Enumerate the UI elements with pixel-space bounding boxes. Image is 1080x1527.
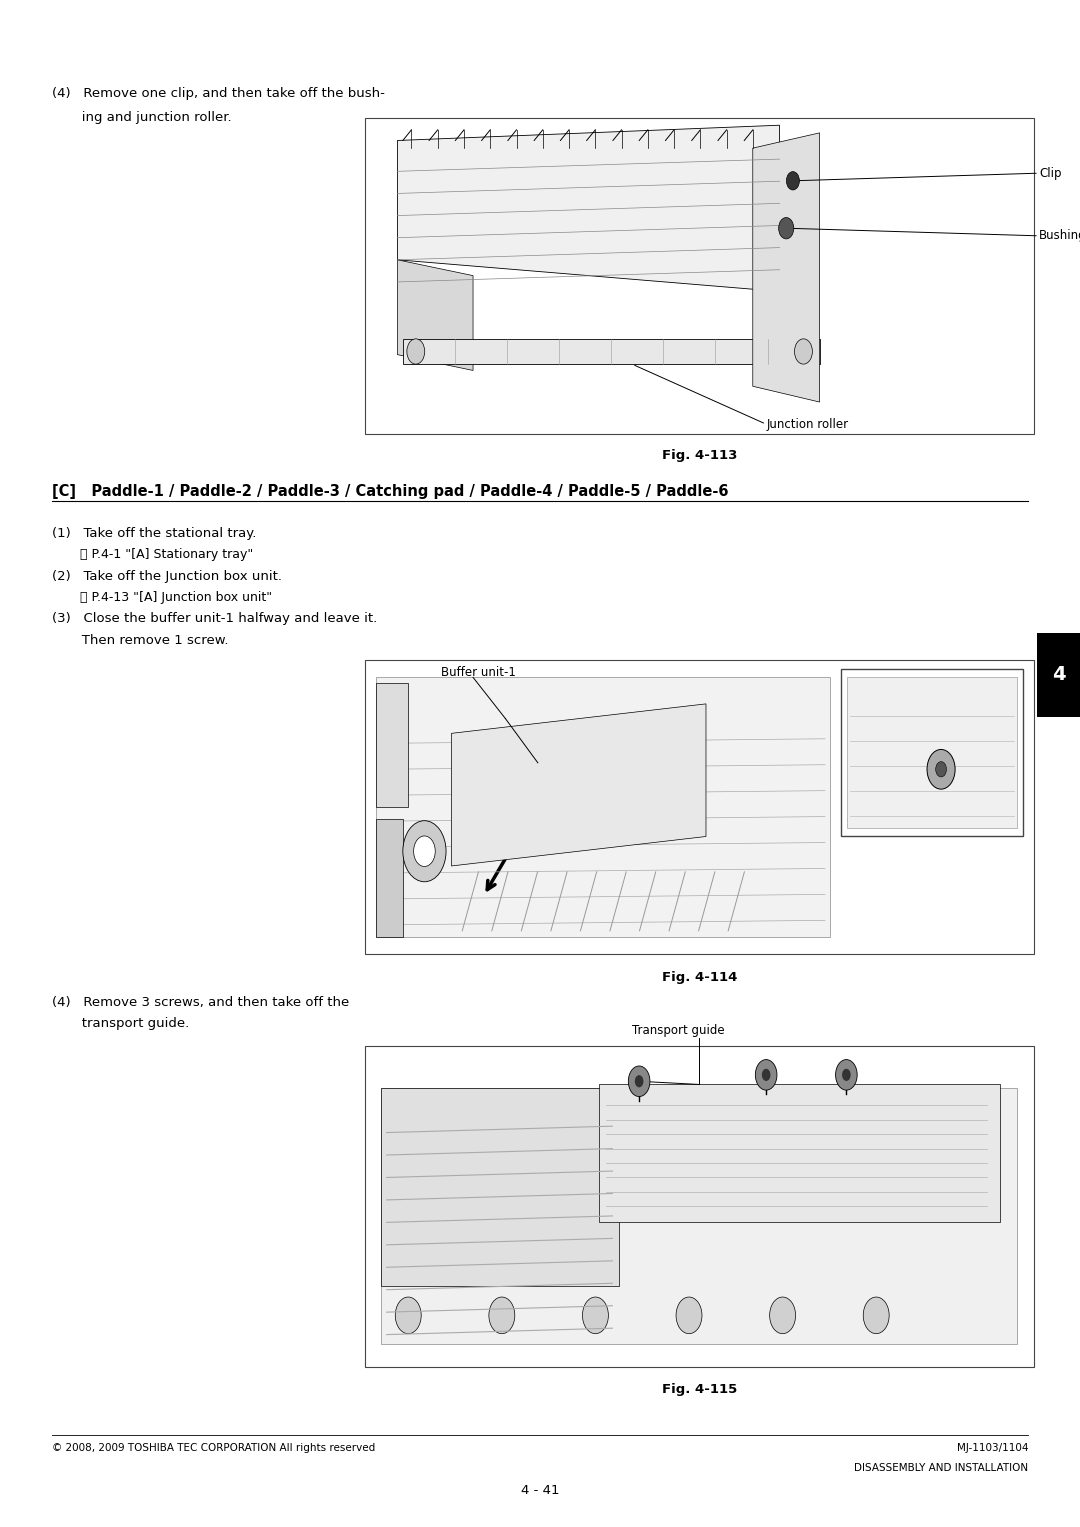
Circle shape (755, 1060, 777, 1090)
Circle shape (582, 1296, 608, 1333)
Circle shape (414, 835, 435, 866)
Polygon shape (397, 260, 473, 371)
Text: ing and junction roller.: ing and junction roller. (52, 111, 231, 125)
Text: (4)   Remove 3 screws, and then take off the: (4) Remove 3 screws, and then take off t… (52, 996, 349, 1009)
Bar (365, 1046, 1034, 1367)
Text: Transport guide: Transport guide (633, 1023, 725, 1037)
Text: transport guide.: transport guide. (52, 1017, 189, 1031)
Text: 4 - 41: 4 - 41 (521, 1484, 559, 1498)
Bar (841, 669, 1023, 837)
Circle shape (407, 339, 424, 363)
Bar (403, 339, 820, 363)
Text: Screw: Screw (847, 817, 882, 829)
Circle shape (629, 1066, 650, 1096)
Polygon shape (599, 1084, 1000, 1222)
Text: [C]   Paddle-1 / Paddle-2 / Paddle-3 / Catching pad / Paddle-4 / Paddle-5 / Padd: [C] Paddle-1 / Paddle-2 / Paddle-3 / Cat… (52, 484, 728, 499)
Circle shape (761, 1069, 770, 1081)
Text: Fig. 4-114: Fig. 4-114 (662, 971, 737, 985)
Bar (365, 118, 1034, 434)
Text: (1)   Take off the stational tray.: (1) Take off the stational tray. (52, 527, 256, 541)
Text: Fig. 4-115: Fig. 4-115 (662, 1383, 737, 1397)
Circle shape (863, 1296, 889, 1333)
Text: Junction roller: Junction roller (766, 418, 848, 431)
Circle shape (786, 171, 799, 189)
Text: ⒦ P.4-1 "[A] Stationary tray": ⒦ P.4-1 "[A] Stationary tray" (52, 548, 253, 562)
Text: Clip: Clip (1039, 166, 1062, 180)
Circle shape (403, 820, 446, 881)
Circle shape (770, 1296, 796, 1333)
Text: 4: 4 (1052, 666, 1065, 684)
Text: © 2008, 2009 TOSHIBA TEC CORPORATION All rights reserved: © 2008, 2009 TOSHIBA TEC CORPORATION All… (52, 1443, 375, 1454)
Bar (365, 660, 1034, 954)
Circle shape (842, 1069, 851, 1081)
Bar (376, 678, 831, 936)
Text: DISASSEMBLY AND INSTALLATION: DISASSEMBLY AND INSTALLATION (854, 1463, 1028, 1474)
Bar (1037, 632, 1080, 716)
Polygon shape (381, 1087, 619, 1286)
Circle shape (836, 1060, 858, 1090)
Bar (376, 683, 408, 806)
Text: Bushing: Bushing (1039, 229, 1080, 243)
Circle shape (395, 1296, 421, 1333)
Text: Then remove 1 screw.: Then remove 1 screw. (52, 634, 228, 647)
Text: (3)   Close the buffer unit-1 halfway and leave it.: (3) Close the buffer unit-1 halfway and … (52, 612, 377, 626)
Bar (381, 1087, 1017, 1344)
Text: Fig. 4-113: Fig. 4-113 (662, 449, 737, 463)
Bar (376, 818, 403, 936)
Text: Buffer unit-1: Buffer unit-1 (441, 666, 515, 678)
Text: (4)   Remove one clip, and then take off the bush-: (4) Remove one clip, and then take off t… (52, 87, 384, 101)
Text: (2)   Take off the Junction box unit.: (2) Take off the Junction box unit. (52, 570, 282, 583)
Text: MJ-1103/1104: MJ-1103/1104 (957, 1443, 1028, 1454)
Circle shape (635, 1075, 644, 1087)
Circle shape (927, 750, 955, 789)
Circle shape (779, 217, 794, 238)
Text: ⒦ P.4-13 "[A] Junction box unit": ⒦ P.4-13 "[A] Junction box unit" (52, 591, 272, 605)
Polygon shape (397, 125, 780, 292)
Circle shape (935, 762, 946, 777)
Circle shape (795, 339, 812, 363)
Circle shape (676, 1296, 702, 1333)
Polygon shape (451, 704, 706, 866)
Polygon shape (753, 133, 820, 402)
Circle shape (489, 1296, 515, 1333)
Bar (847, 676, 1017, 828)
